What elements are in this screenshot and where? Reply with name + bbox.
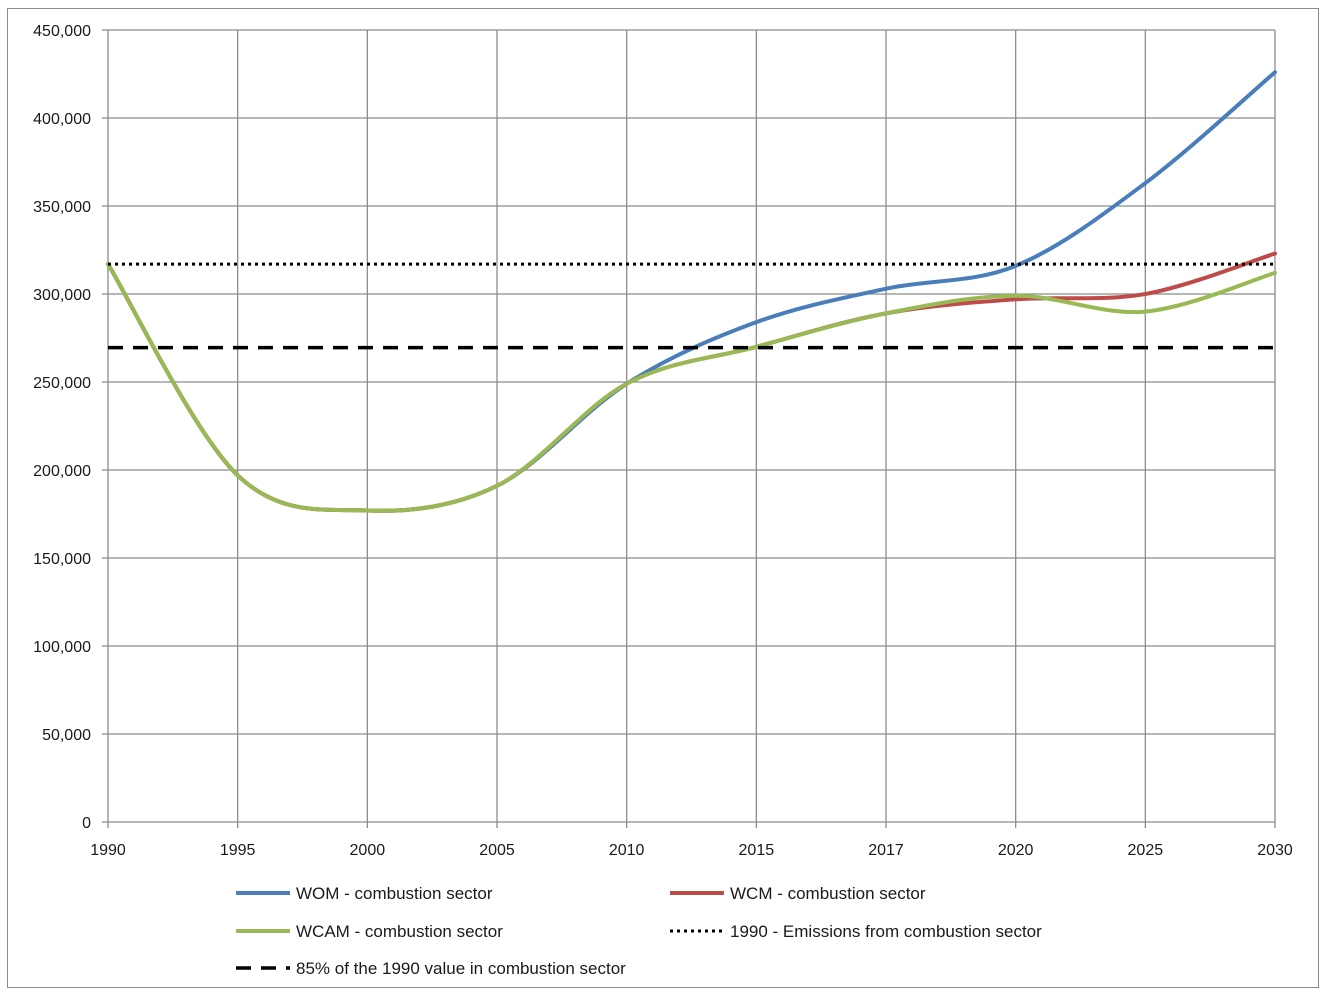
legend-label: 1990 - Emissions from combustion sector <box>730 922 1042 941</box>
series-lines <box>106 70 1277 513</box>
y-tick-label: 200,000 <box>33 463 91 480</box>
x-tick-label: 2025 <box>1128 842 1164 859</box>
y-tick-label: 400,000 <box>33 111 91 128</box>
legend-label: 85% of the 1990 value in combustion sect… <box>296 959 626 978</box>
y-tick-label: 50,000 <box>42 727 91 744</box>
x-tick-label: 2005 <box>479 842 515 859</box>
series-line-wcam-combustion-sector <box>106 262 1277 513</box>
legend-label: WCAM - combustion sector <box>296 922 503 941</box>
y-tick-label: 0 <box>82 815 91 832</box>
x-tick-label: 2030 <box>1257 842 1293 859</box>
legend-label: WCM - combustion sector <box>730 884 926 903</box>
y-tick-label: 100,000 <box>33 639 91 656</box>
y-tick-label: 150,000 <box>33 551 91 568</box>
y-tick-label: 250,000 <box>33 375 91 392</box>
y-tick-labels: 0 50,000 100,000 150,000 200,000 250,000 300,0… <box>33 23 91 832</box>
legend: WOM - combustion sector WCM - combustion … <box>236 884 1042 978</box>
axes <box>102 29 1276 828</box>
y-tick-label: 450,000 <box>33 23 91 40</box>
x-tick-labels: 1990 1995 2000 2005 2010 2015 2017 2020 2025 2030 <box>90 842 1293 859</box>
x-tick-label: 2000 <box>350 842 386 859</box>
x-tick-label: 1995 <box>220 842 256 859</box>
y-tick-label: 350,000 <box>33 199 91 216</box>
grid-lines <box>108 29 1276 822</box>
series-line-wom-combustion-sector <box>106 70 1277 513</box>
chart-frame <box>7 8 1319 988</box>
x-tick-label: 2017 <box>868 842 904 859</box>
y-tick-label: 300,000 <box>33 287 91 304</box>
x-tick-label: 2015 <box>739 842 775 859</box>
x-tick-label: 1990 <box>90 842 126 859</box>
legend-label: WOM - combustion sector <box>296 884 493 903</box>
x-tick-label: 2010 <box>609 842 645 859</box>
x-tick-label: 2020 <box>998 842 1034 859</box>
